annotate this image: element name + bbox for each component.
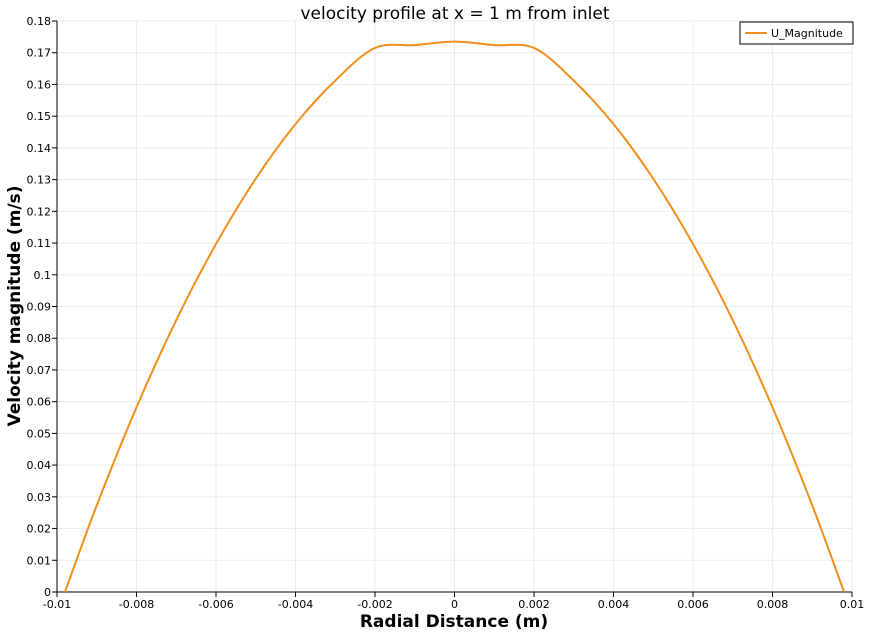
x-tick-label: 0.002 [518,598,550,611]
series-layer [64,40,845,593]
y-tick-label: 0.15 [27,110,52,123]
y-tick-label: 0.01 [27,554,52,567]
y-tick-label: 0.02 [27,523,52,536]
x-tick-label: 0.006 [677,598,709,611]
y-tick-label: 0.07 [27,364,52,377]
y-tick-label: 0.13 [27,174,52,187]
x-tick-label: -0.002 [357,598,392,611]
y-tick-label: 0.05 [27,427,52,440]
series-line-u-magnitude [64,40,845,593]
x-tick-label: -0.006 [198,598,233,611]
y-axis-title: Velocity magnitude (m/s) [5,185,25,426]
legend-label: U_Magnitude [771,27,843,40]
y-tick-label: 0.18 [27,15,52,28]
y-tick-label: 0.1 [34,269,52,282]
y-tick-label: 0.03 [27,491,52,504]
y-tick-label: 0.17 [27,47,52,60]
legend-box [739,21,854,45]
chart-title: velocity profile at x = 1 m from inlet [300,4,609,24]
y-tick-label: 0.08 [27,332,52,345]
x-axis-title: Radial Distance (m) [360,612,548,632]
x-tick-label: -0.004 [278,598,313,611]
legend: U_Magnitude [739,21,854,45]
y-tick-label: 0.06 [27,396,52,409]
x-tick-label: -0.01 [43,598,71,611]
x-tick-label: 0.01 [840,598,865,611]
x-tick-label: 0 [451,598,458,611]
x-tick-label: 0.004 [598,598,630,611]
y-tick-label: 0.12 [27,205,52,218]
y-tick-label: 0.14 [27,142,52,155]
y-tick-label: 0 [44,586,51,599]
axes: -0.01 -0.008 -0.006 -0.004 -0.002 0 0.002 0.004… [27,15,865,611]
y-tick-label: 0.09 [27,301,52,314]
y-tick-label: 0.04 [27,459,52,472]
y-tick-label: 0.11 [27,237,52,250]
x-tick-label: -0.008 [119,598,154,611]
x-tick-label: 0.008 [757,598,789,611]
y-tick-label: 0.16 [27,78,52,91]
